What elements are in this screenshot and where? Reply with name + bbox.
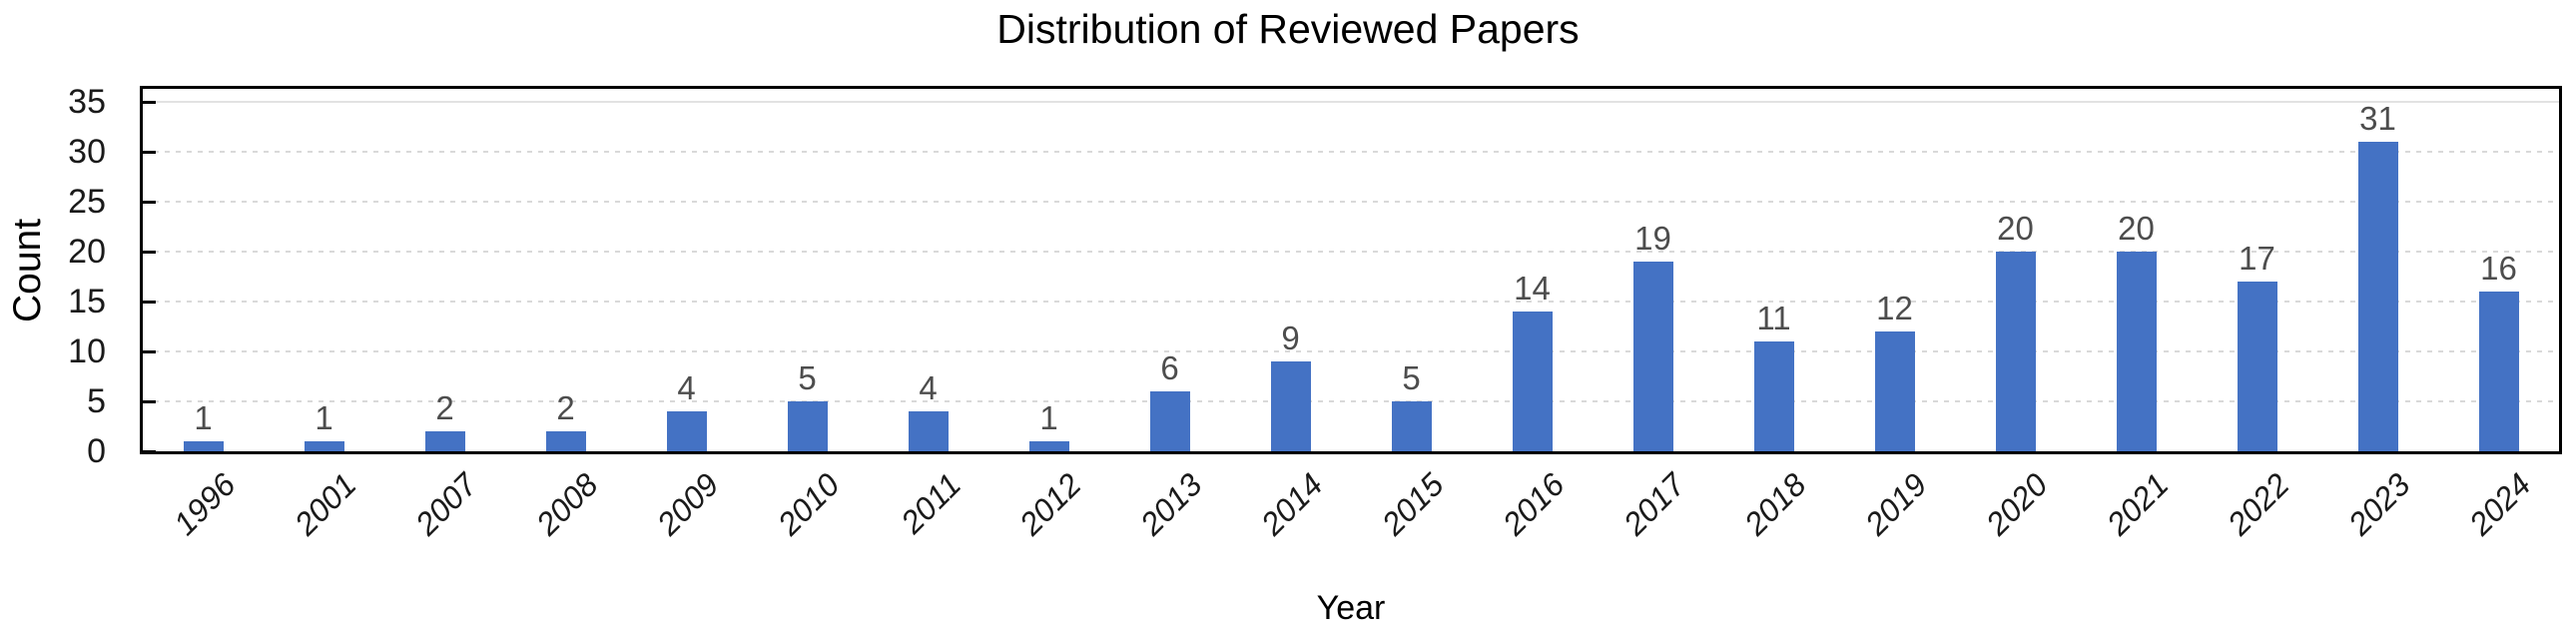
y-tick-mark-5 — [143, 399, 156, 403]
bar-value-label-2023: 31 — [2359, 100, 2396, 137]
bar-2019 — [1874, 331, 1915, 451]
y-tick-label-20: 20 — [68, 233, 106, 271]
plot-area-border — [140, 86, 2562, 454]
bar-value-label-2012: 1 — [1039, 399, 1058, 436]
x-tick-label-2022: 2022 — [2221, 466, 2296, 542]
x-tick-label-2011: 2011 — [893, 466, 967, 541]
bar-value-label-2017: 19 — [1634, 220, 1671, 257]
y-gridline-10 — [143, 350, 2559, 352]
y-tick-mark-15 — [143, 300, 156, 304]
bar-value-label-2009: 4 — [677, 369, 696, 406]
x-tick-label-2008: 2008 — [529, 466, 605, 542]
y-gridline-20 — [143, 251, 2559, 253]
x-tick-label-2019: 2019 — [1858, 466, 1934, 542]
x-tick-label-2017: 2017 — [1616, 466, 1692, 542]
x-tick-label-1996: 1996 — [167, 466, 243, 542]
y-gridline-35 — [143, 101, 2559, 103]
bar-2022 — [2237, 282, 2277, 451]
bar-2016 — [1512, 312, 1553, 451]
y-gridline-15 — [143, 301, 2559, 303]
bar-2015 — [1391, 401, 1432, 451]
x-tick-label-2013: 2013 — [1133, 466, 1209, 542]
bar-2024 — [2478, 292, 2519, 451]
bar-2020 — [1995, 252, 2036, 451]
y-gridline-5 — [143, 400, 2559, 402]
y-tick-mark-0 — [143, 449, 156, 453]
bar-2017 — [1632, 262, 1673, 451]
y-tick-label-30: 30 — [68, 133, 106, 171]
x-tick-label-2007: 2007 — [408, 466, 484, 542]
bar-2013 — [1149, 391, 1190, 451]
bar-2014 — [1270, 361, 1311, 451]
bar-2009 — [666, 411, 707, 451]
x-axis-title: Year — [1316, 589, 1386, 627]
bar-value-label-2022: 17 — [2239, 240, 2275, 277]
bar-2018 — [1753, 341, 1794, 451]
x-tick-label-2010: 2010 — [771, 466, 847, 542]
y-tick-mark-30 — [143, 150, 156, 154]
bar-value-label-2014: 9 — [1281, 320, 1300, 356]
y-tick-label-25: 25 — [68, 183, 106, 221]
x-tick-label-2024: 2024 — [2462, 466, 2538, 542]
bar-value-label-2011: 4 — [919, 369, 938, 406]
bar-value-label-1996: 1 — [194, 399, 213, 436]
y-gridline-30 — [143, 151, 2559, 153]
x-tick-label-2020: 2020 — [1979, 466, 2055, 542]
y-tick-mark-25 — [143, 200, 156, 204]
bar-2021 — [2116, 252, 2157, 451]
x-tick-label-2016: 2016 — [1496, 466, 1572, 542]
y-tick-label-5: 5 — [87, 382, 106, 420]
bar-value-label-2020: 20 — [1997, 210, 2034, 247]
y-tick-label-10: 10 — [68, 332, 106, 370]
bar-value-label-2007: 2 — [435, 389, 454, 426]
bar-value-label-2008: 2 — [556, 389, 575, 426]
x-tick-label-2009: 2009 — [650, 466, 726, 542]
bar-2008 — [545, 431, 586, 451]
bar-value-label-2016: 14 — [1514, 270, 1551, 307]
x-tick-label-2012: 2012 — [1012, 466, 1088, 542]
bar-2023 — [2357, 142, 2398, 451]
bar-value-label-2019: 12 — [1876, 290, 1913, 326]
bar-value-label-2010: 5 — [798, 359, 817, 396]
y-gridline-25 — [143, 201, 2559, 203]
bar-2001 — [304, 441, 344, 451]
bar-value-label-2013: 6 — [1160, 349, 1179, 386]
bar-value-label-2021: 20 — [2118, 210, 2155, 247]
x-tick-label-2001: 2001 — [288, 466, 363, 542]
bar-2010 — [787, 401, 828, 451]
bar-2012 — [1028, 441, 1069, 451]
y-tick-label-15: 15 — [68, 283, 106, 320]
y-tick-label-0: 0 — [87, 432, 106, 470]
chart-title: Distribution of Reviewed Papers — [996, 6, 1580, 52]
y-tick-label-35: 35 — [68, 83, 106, 121]
x-tick-label-2015: 2015 — [1375, 466, 1451, 542]
bar-1996 — [183, 441, 224, 451]
bar-2007 — [424, 431, 465, 451]
y-tick-mark-35 — [143, 100, 156, 104]
y-tick-mark-20 — [143, 250, 156, 254]
bar-value-label-2018: 11 — [1756, 300, 1791, 336]
bar-value-label-2001: 1 — [315, 399, 333, 436]
x-tick-label-2021: 2021 — [2100, 466, 2176, 542]
x-tick-label-2014: 2014 — [1254, 466, 1330, 542]
y-tick-mark-10 — [143, 349, 156, 353]
x-tick-label-2018: 2018 — [1737, 466, 1813, 542]
x-tick-label-2023: 2023 — [2341, 466, 2417, 542]
bar-2011 — [908, 411, 949, 451]
bar-value-label-2015: 5 — [1402, 359, 1421, 396]
bar-value-label-2024: 16 — [2480, 250, 2517, 287]
